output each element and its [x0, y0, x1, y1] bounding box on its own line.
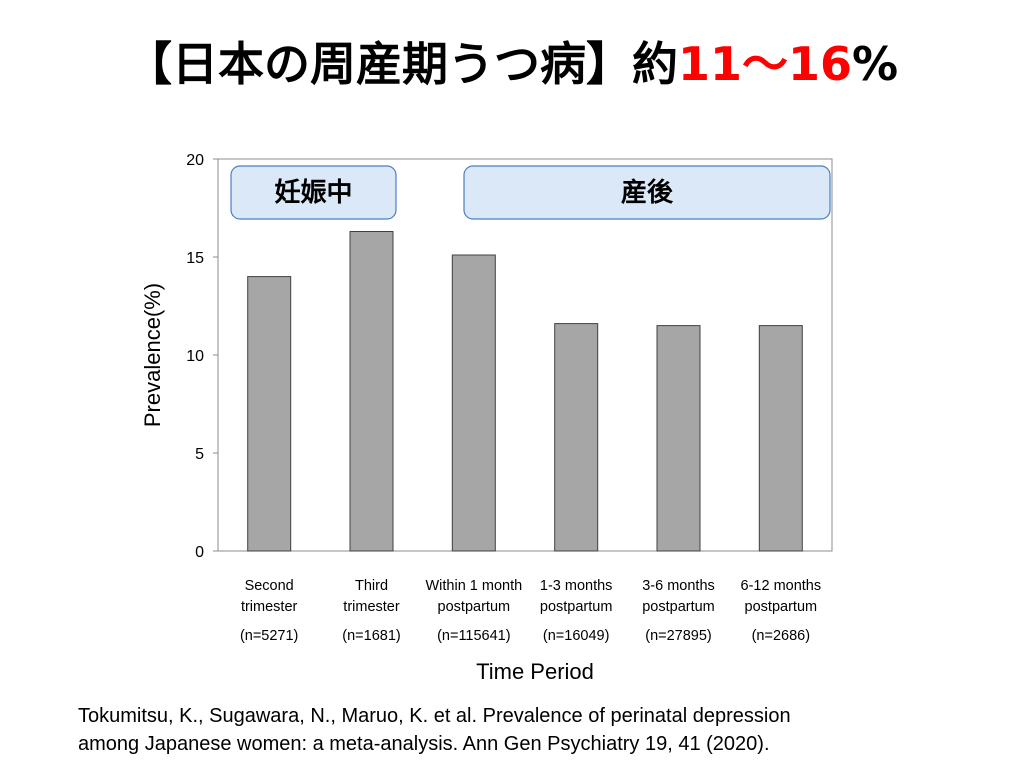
y-tick-label-10: 10 [186, 348, 204, 365]
bar-2 [451, 254, 496, 552]
slide-title: 【日本の周産期うつ病】約11〜16% [0, 28, 1024, 94]
x-tick-label-5-line-0: 6-12 months [741, 578, 822, 594]
x-tick-label-1-line-2: (n=1681) [342, 628, 400, 644]
title-suffix: % [851, 37, 899, 91]
x-tick-label-2-line-1: postpartum [438, 599, 511, 615]
bar-3 [554, 323, 599, 552]
x-tick-label-3-line-2: (n=16049) [543, 628, 610, 644]
x-tick-label-1-line-1: trimester [343, 599, 400, 615]
bar-4 [656, 325, 701, 552]
x-tick-label-2-line-0: Within 1 month [425, 578, 522, 594]
bar-5 [758, 325, 803, 552]
citation: Tokumitsu, K., Sugawara, N., Maruo, K. e… [78, 702, 791, 758]
plot-frame [217, 158, 833, 552]
title-accent: 11〜16 [677, 37, 852, 91]
x-tick-label-5-line-1: postpartum [745, 599, 818, 615]
x-tick-label-0-line-2: (n=5271) [240, 628, 298, 644]
citation-line-1: Tokumitsu, K., Sugawara, N., Maruo, K. e… [78, 705, 791, 727]
bar-0 [247, 276, 292, 552]
group-box-1 [463, 165, 831, 220]
x-tick-label-4-line-2: (n=27895) [645, 628, 712, 644]
y-tick-label-20: 20 [186, 152, 204, 169]
group-box-0 [230, 165, 397, 220]
group-label-0: 妊娠中 [274, 178, 352, 208]
citation-line-2: among Japanese women: a meta-analysis. A… [78, 733, 770, 755]
x-tick-label-3-line-1: postpartum [540, 599, 613, 615]
y-tick-label-15: 15 [186, 250, 204, 267]
x-tick-label-4-line-0: 3-6 months [642, 578, 715, 594]
y-tick-label-5: 5 [195, 446, 204, 463]
x-tick-label-4-line-1: postpartum [642, 599, 715, 615]
bar-1 [349, 231, 394, 552]
group-label-1: 産後 [621, 177, 674, 208]
title-main: 【日本の周産期うつ病】約 [125, 37, 678, 91]
x-tick-label-0-line-0: Second [245, 578, 294, 594]
x-tick-label-2-line-2: (n=115641) [437, 628, 511, 644]
x-tick-label-5-line-2: (n=2686) [752, 628, 810, 644]
x-axis-title: Time Period [476, 659, 594, 684]
bar-chart: 0 5 10 15 20 Prevalence(%) Second trimester (n=5… [140, 152, 833, 684]
x-tick-label-3-line-0: 1-3 months [540, 578, 613, 594]
x-tick-label-1-line-0: Third [355, 578, 388, 594]
y-axis-title: Prevalence(%) [140, 283, 165, 427]
x-tick-label-0-line-1: trimester [241, 599, 298, 615]
y-tick-label-0: 0 [195, 544, 204, 561]
